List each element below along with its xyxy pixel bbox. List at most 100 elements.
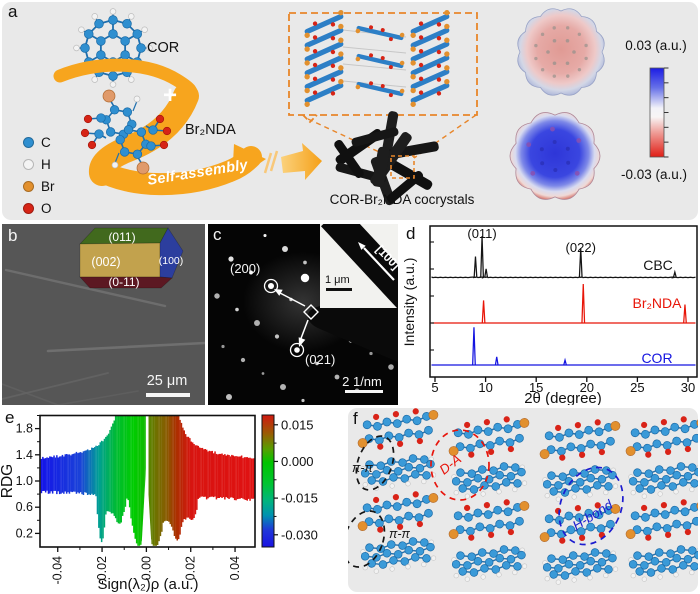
br2nda-molecule-label: Br₂NDA (185, 122, 236, 138)
saed-scalebar-label: 2 1/nm (342, 374, 382, 389)
atom-color-legend: C H Br O (23, 131, 55, 219)
carbon-color-dot (23, 136, 34, 148)
plus-sign: + (163, 82, 178, 109)
xrd-peak-label: (011) (467, 226, 496, 241)
legend-item-hydrogen: H (23, 153, 55, 175)
interaction-ellipse (430, 429, 490, 501)
bromine-color-dot (23, 180, 34, 192)
cor-stack (542, 548, 619, 585)
colorbar-tick-label: 0.000 (281, 454, 314, 469)
svg-text:0.6: 0.6 (16, 500, 33, 514)
svg-text:25: 25 (630, 380, 644, 395)
panel-f-label: f (353, 409, 358, 428)
panel-b-sem-image: (011) (002) (100) (0-11) (2, 224, 205, 405)
interaction-label: π-π (352, 461, 374, 475)
xrd-series-label: Br₂NDA (633, 295, 683, 311)
legend-item-carbon: C (23, 131, 55, 153)
cocrystal-rods (334, 111, 439, 206)
svg-text:15: 15 (529, 380, 543, 395)
microwire (57, 390, 139, 405)
br2nda-stack (625, 416, 698, 458)
cor-stack (451, 462, 528, 499)
hydrogen-color-dot (23, 158, 34, 170)
tem-inset-scalebar (326, 288, 352, 291)
tem-inset-scalebar-label: 1 μm (325, 274, 350, 286)
facet-label: (011) (108, 230, 135, 244)
panel-c-saed-pattern: [100] (208, 224, 398, 405)
esp-max-label: 0.03 (a.u.) (625, 38, 687, 53)
svg-text:1.0: 1.0 (16, 474, 33, 488)
saed-annotations (263, 278, 319, 358)
colorbar-tick-label: -0.015 (281, 491, 318, 506)
svg-text:-0.02: -0.02 (95, 556, 109, 585)
svg-text:30: 30 (681, 380, 695, 395)
xrd-trace-Br₂NDA (431, 284, 696, 324)
bromine-atom (136, 161, 150, 175)
cor-stack (451, 545, 528, 582)
panel-e-label: e (5, 408, 15, 427)
svg-text:20: 20 (580, 380, 594, 395)
interaction-ellipse (348, 510, 386, 568)
svg-text:1.4: 1.4 (16, 448, 33, 462)
svg-text:0.02: 0.02 (184, 556, 198, 580)
facet-label: (002) (91, 255, 120, 269)
panel-e-rdg-chart: 0.2 0.6 1.0 1.4 1.8 -0.04 -0.02 0.00 0.02 0.04 RDG… (0, 407, 345, 594)
saed-scalebar (345, 390, 383, 393)
xrd-trace-CBC (431, 235, 696, 279)
molecular-packing (357, 408, 698, 585)
oxygen-color-dot (23, 202, 34, 214)
sem-scalebar-label: 25 μm (146, 373, 188, 389)
sem-scalebar (146, 393, 190, 397)
tem-inset: [100] (320, 224, 398, 308)
cor-stack (628, 462, 698, 499)
legend-item-oxygen: O (23, 197, 55, 219)
right-angle-marker (303, 304, 319, 320)
br2nda-stack (539, 502, 621, 544)
br2nda-stack (625, 499, 698, 541)
colorbar-tick-label: 0.015 (281, 417, 314, 432)
saed-spot-200-label: (200) (230, 261, 261, 276)
esp-surface-br2nda (509, 112, 601, 200)
panel-a-schematic (2, 2, 698, 220)
cor-stack (360, 537, 437, 574)
bromine-atom (102, 89, 116, 103)
rdg-scatter-cloud (40, 415, 255, 546)
tem-microwire (321, 224, 398, 308)
cor-stack (628, 545, 698, 582)
assembly-arrow (281, 143, 322, 180)
packing-zoom-box (288, 9, 478, 159)
rdg-xlabel: Sign(λ₂)ρ (a.u.) (97, 576, 198, 593)
rdg-ylabel: RDG (0, 464, 16, 498)
ribbon-arrowhead (232, 144, 266, 182)
panel-c-label: c (213, 225, 222, 244)
interaction-ellipse (355, 435, 395, 491)
xrd-xlabel: 2θ (degree) (524, 390, 602, 405)
br2nda-stack (448, 416, 530, 458)
microwire (46, 341, 205, 353)
xrd-ylabel: Intensity (a.u.) (401, 258, 417, 347)
microwire (2, 372, 109, 400)
svg-text:10: 10 (478, 380, 492, 395)
svg-text:0.00: 0.00 (139, 556, 153, 580)
legend-item-bromine: Br (23, 175, 55, 197)
microwire (2, 383, 59, 405)
cocrystals-caption: COR-Br₂NDA cocrystals (329, 192, 475, 207)
panel-f-background (348, 408, 698, 592)
esp-min-label: -0.03 (a.u.) (620, 167, 688, 182)
cor-molecule-label: COR (147, 40, 180, 56)
facet-label: (0-11) (108, 275, 139, 289)
saed-spot-021-label: (021) (305, 352, 336, 367)
br2nda-stack (357, 491, 439, 533)
svg-text:1.8: 1.8 (16, 422, 33, 436)
panel-f-packing-diagram: π-π D-Aπ-πH-bond (348, 408, 698, 592)
rdg-colorbar (261, 414, 275, 548)
panel-b-label: b (8, 226, 18, 245)
br2nda-stack (448, 499, 530, 541)
panel-d-xrd-chart: CBC Br₂NDA COR (011) (022) 5 10 15 20 25 30 2θ (deg… (401, 224, 698, 405)
xrd-trace-COR (431, 327, 696, 366)
microwire (4, 268, 167, 308)
crystal-facet (79, 276, 173, 289)
svg-text:0.2: 0.2 (16, 526, 33, 540)
interaction-label: π-π (389, 527, 411, 541)
